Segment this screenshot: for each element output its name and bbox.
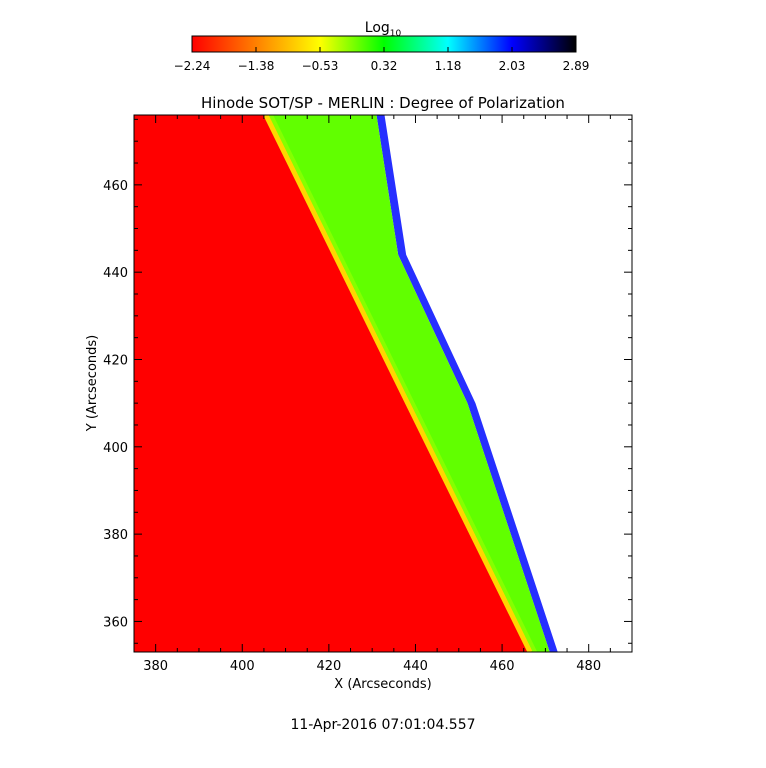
plot-frame	[133, 114, 633, 653]
colorbar-tick-label: −0.53	[302, 59, 339, 73]
y-tick-label: 360	[103, 615, 128, 630]
y-tick-label: 420	[103, 353, 128, 368]
y-tick-label: 440	[103, 266, 128, 281]
y-axis: 360 380 400 420 440 460	[103, 118, 632, 644]
colorbar-tick-label: 2.89	[563, 59, 590, 73]
y-axis-label: Y (Arcseconds)	[85, 335, 100, 432]
colorbar-tick-label: −1.38	[238, 59, 275, 73]
y-tick-label: 400	[103, 441, 128, 456]
x-tick-label: 420	[316, 659, 341, 674]
colorbar-tick-label: 0.32	[371, 59, 398, 73]
x-tick-label: 460	[490, 659, 515, 674]
colorbar-ticks: −2.24 −1.38 −0.53 0.32 1.18 2.03 2.89	[174, 47, 590, 73]
timestamp: 11-Apr-2016 07:01:04.557	[290, 717, 475, 733]
x-tick-label: 380	[143, 659, 168, 674]
heatmap-edge-fringe	[376, 115, 558, 652]
heatmap-limb-line	[263, 115, 533, 652]
heatmap-layers	[134, 115, 558, 652]
heatmap-disk-region	[134, 115, 529, 652]
heatmap-limb-glow	[269, 115, 537, 652]
x-tick-label: 480	[576, 659, 601, 674]
colorbar: Log10 −2.24 −1.38 −0.53 0.32 1.18 2.03 2.89	[174, 20, 590, 73]
colorbar-label: Log10	[365, 20, 402, 39]
colorbar-tick-label: 2.03	[499, 59, 526, 73]
colorbar-label-sub: 10	[390, 29, 402, 39]
y-tick-label: 460	[103, 179, 128, 194]
x-axis-label: X (Arcseconds)	[334, 677, 431, 692]
plot-area	[134, 115, 632, 652]
colorbar-tick-label: −2.24	[174, 59, 211, 73]
x-axis: 380 400 420 440 460 480	[133, 115, 633, 674]
chart-title: Hinode SOT/SP - MERLIN : Degree of Polar…	[201, 94, 565, 112]
x-tick-label: 400	[230, 659, 255, 674]
x-tick-label: 440	[403, 659, 428, 674]
colorbar-label-main: Log	[365, 20, 390, 36]
colorbar-tick-label: 1.18	[435, 59, 462, 73]
y-tick-label: 380	[103, 528, 128, 543]
